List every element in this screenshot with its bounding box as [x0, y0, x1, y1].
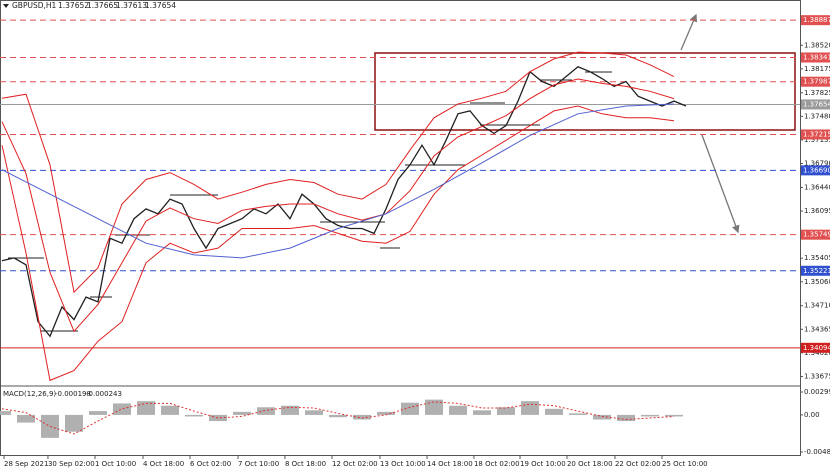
- macd-bar: [89, 411, 107, 415]
- level-label: 1.35221: [803, 267, 830, 275]
- macd-bar: [281, 405, 299, 415]
- y-tick-label: 1.35060: [804, 278, 830, 286]
- macd-reading: -0.000243: [86, 390, 122, 398]
- level-label: 1.35749: [803, 231, 830, 239]
- macd-bar: [41, 414, 59, 438]
- macd-title: MACD(12,26,9): [3, 390, 56, 398]
- macd-reading: -0.000198: [55, 390, 91, 398]
- macd-bar: [17, 414, 35, 423]
- x-tick-label: 6 Oct 02:00: [190, 460, 231, 468]
- macd-bar: [329, 414, 347, 418]
- series-line: [1, 103, 675, 259]
- macd-bar: [65, 414, 83, 432]
- macd-bar: [257, 407, 275, 415]
- symbol-title: GBPUSD,H1: [12, 1, 57, 10]
- level-label-box: [801, 52, 830, 63]
- macd-bar: [209, 414, 227, 422]
- y-tick-label: 1.37825: [804, 89, 830, 97]
- macd-bar: [569, 413, 587, 415]
- y-tick-label: 1.36790: [804, 160, 830, 168]
- level-label: 1.37654: [803, 100, 830, 108]
- level-label: 1.37987: [803, 78, 830, 86]
- series-line: [1, 105, 675, 382]
- y-tick-label: 0.00: [804, 411, 820, 419]
- y-tick-label: 1.36440: [804, 183, 830, 191]
- y-tick-label: 0.002996: [804, 388, 830, 396]
- level-label: 1.38887: [803, 16, 830, 24]
- macd-bar: [617, 414, 635, 422]
- macd-bar: [161, 405, 179, 415]
- x-tick-label: 30 Sep 02:00: [48, 460, 95, 468]
- range-box: [374, 52, 796, 131]
- macd-bar: [641, 414, 659, 417]
- y-tick-label: 1.36095: [804, 207, 830, 215]
- ohlc-low: 1.37613: [116, 1, 147, 10]
- macd-bar: [521, 401, 539, 415]
- x-tick-label: 19 Oct 10:00: [520, 460, 566, 468]
- level-label: 1.37215: [803, 130, 830, 138]
- level-label-box: [801, 129, 830, 140]
- x-tick-label: 28 Sep 2021: [4, 460, 48, 468]
- y-tick-label: 1.38175: [804, 65, 830, 73]
- macd-bar: [449, 405, 467, 415]
- macd-bar: [545, 408, 563, 415]
- y-tick-label: 1.37135: [804, 136, 830, 144]
- macd-bar: [0, 411, 11, 415]
- x-tick-label: 4 Oct 18:00: [143, 460, 184, 468]
- y-tick-label: 1.34020: [804, 349, 830, 357]
- x-tick-label: 13 Oct 10:00: [380, 460, 426, 468]
- y-tick-label: 1.34710: [804, 302, 830, 310]
- level-label-box: [801, 15, 830, 26]
- plot-frame: [0, 0, 801, 456]
- level-label: 1.34094: [803, 344, 830, 352]
- level-label-box: [801, 99, 830, 110]
- macd-bar: [353, 414, 371, 420]
- macd-bar: [305, 410, 323, 415]
- series-line: [1, 51, 675, 294]
- macd-bar: [425, 399, 443, 415]
- macd-bar: [137, 401, 155, 415]
- x-tick-label: 8 Oct 18:00: [285, 460, 326, 468]
- x-tick-label: 18 Oct 02:00: [474, 460, 520, 468]
- ohlc-high: 1.37665: [87, 1, 118, 10]
- level-label-box: [801, 229, 830, 240]
- ohlc-open: 1.37652: [58, 1, 89, 10]
- level-label-box: [801, 342, 830, 353]
- macd-bar: [401, 402, 419, 415]
- ohlc-close: 1.37654: [145, 1, 176, 10]
- y-tick-label: -0.004847: [804, 448, 830, 456]
- macd-bar: [473, 410, 491, 415]
- series-line: [1, 78, 675, 333]
- level-label-box: [801, 265, 830, 276]
- macd-bar: [593, 414, 611, 420]
- y-tick-label: 1.38520: [804, 41, 830, 49]
- macd-bar: [113, 403, 131, 415]
- arrow-down: [701, 134, 740, 234]
- level-label: 1.38341: [803, 53, 830, 61]
- x-tick-label: 20 Oct 18:00: [567, 460, 613, 468]
- level-label: 1.36690: [803, 166, 830, 174]
- y-tick-label: 1.35405: [804, 254, 830, 262]
- y-tick-label: 1.34365: [804, 325, 830, 333]
- x-tick-label: 14 Oct 18:00: [427, 460, 473, 468]
- level-label-box: [801, 165, 830, 176]
- symbol-menu-icon: [3, 4, 9, 8]
- macd-bar: [377, 411, 395, 415]
- x-tick-label: 7 Oct 10:00: [238, 460, 279, 468]
- y-tick-label: 1.37480: [804, 112, 830, 120]
- x-tick-label: 25 Oct 10:00: [662, 460, 708, 468]
- x-tick-label: 22 Oct 02:00: [615, 460, 661, 468]
- y-tick-label: 1.33675: [804, 372, 830, 380]
- arrow-up: [680, 13, 698, 51]
- x-tick-label: 12 Oct 02:00: [332, 460, 378, 468]
- x-tick-label: 1 Oct 10:00: [95, 460, 136, 468]
- macd-bar: [497, 407, 515, 415]
- macd-bar: [233, 411, 251, 415]
- level-label-box: [801, 76, 830, 87]
- macd-bar: [185, 414, 203, 417]
- macd-bar: [665, 414, 683, 417]
